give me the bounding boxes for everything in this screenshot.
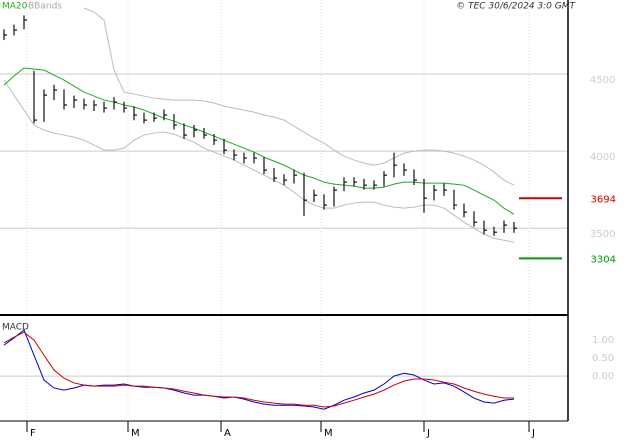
marks [3,7,562,410]
ma-line [3,67,515,215]
y-tick-label: 1.00 [592,335,614,346]
level-label: 3304 [591,254,616,265]
y-tick-label: 0.50 [592,353,614,364]
y-tick-label: 0.00 [592,371,614,382]
y-tick-label: 3500 [590,229,615,240]
x-tick-label: M [131,428,140,439]
legend-entry: BBands [28,2,62,12]
y-tick-label: 4500 [590,75,615,86]
grid [0,0,568,420]
level-label: 3694 [591,194,616,205]
bband-lower [3,79,515,243]
y-tick-label: 4000 [590,152,615,163]
x-tick-label: F [30,428,36,439]
legend-entry: MA20 [2,2,28,12]
x-tick-label: A [224,428,231,439]
panel-title: MACD [2,323,29,333]
bband-upper [83,7,515,186]
x-tick-label: J [531,428,535,439]
x-tick-label: J [426,428,430,439]
macd-line [3,331,514,408]
source: © TEC 30/6/2024 3:0 GMT [456,2,576,12]
x-tick-label: M [324,428,333,439]
